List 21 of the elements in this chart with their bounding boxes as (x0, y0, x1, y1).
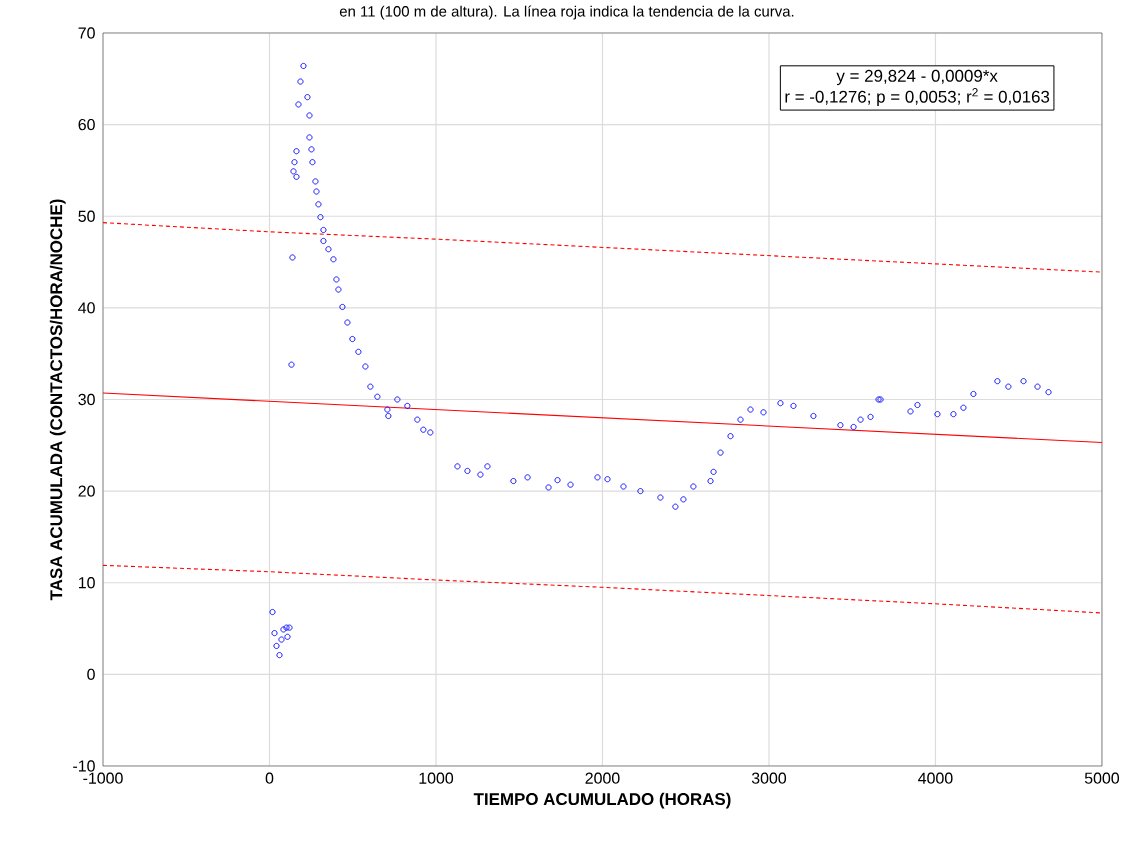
y-tick-label: 20 (78, 485, 95, 497)
y-axis-title: TASA ACUMULADA (CONTACTOS/HORA/NOCHE) (49, 199, 66, 601)
y-tick-label: 70 (78, 27, 95, 39)
annotation: r = -0,1276; p = 0,0053; r$^{2}$ = 0,0163 (785, 88, 1050, 107)
annotation: y = 29,824 - 0,0009*x (836, 69, 998, 86)
x-axis-title: TIEMPO ACUMULADO (HORAS) (473, 792, 731, 809)
y-tick-label: 40 (78, 302, 95, 314)
x-tick-label: 3000 (751, 772, 787, 784)
y-tick-label: 0 (87, 668, 95, 680)
x-tick-label: -1000 (83, 772, 123, 784)
x-tick-label: 5000 (1084, 772, 1120, 784)
x-tick-label: 1000 (419, 772, 454, 784)
y-tick-label: 50 (78, 210, 95, 222)
y-tick-label: -10 (73, 760, 95, 772)
x-tick-label: 2000 (585, 772, 620, 784)
x-tick-label: 4000 (918, 772, 953, 784)
y-tick-label: 30 (78, 393, 95, 406)
y-tick-label: 60 (78, 118, 95, 131)
y-tick-label: 10 (78, 577, 95, 589)
text: en 11 (100 m de altura). La línea roja indica la tendencia de la curva. (339, 5, 794, 20)
x-tick-label: 0 (265, 772, 274, 784)
